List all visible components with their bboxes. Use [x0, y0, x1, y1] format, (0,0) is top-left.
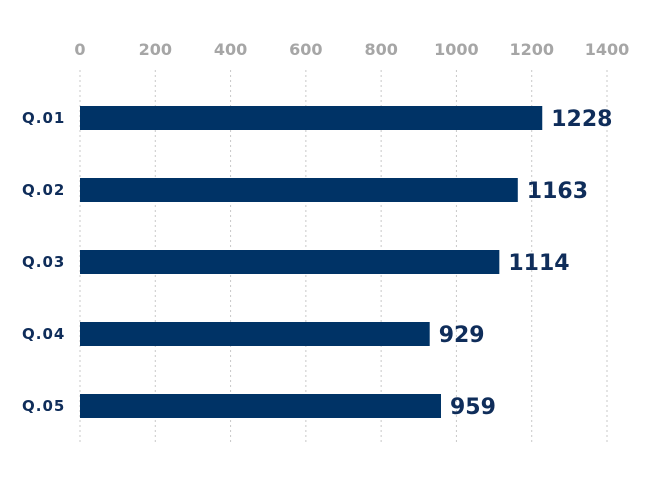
data-label: 1228: [551, 107, 612, 132]
bar: [80, 250, 500, 274]
data-label: 929: [439, 323, 485, 348]
category-label: Q.03: [22, 253, 65, 271]
x-tick-label: 800: [364, 40, 397, 59]
x-tick-label: 1400: [585, 40, 630, 59]
x-tick-label: 400: [214, 40, 247, 59]
bar: [80, 106, 543, 130]
category-label: Q.04: [22, 325, 65, 343]
data-labels: 1228 1163 1114 929 959: [439, 107, 613, 420]
category-labels: Q.01 Q.02 Q.03 Q.04 Q.05: [22, 109, 65, 415]
x-axis-ticks: 0 200 400 600 800 1000 1200 1400: [74, 40, 629, 59]
x-tick-label: 0: [74, 40, 85, 59]
category-label: Q.02: [22, 181, 65, 199]
data-label: 1163: [527, 179, 588, 204]
x-tick-label: 1000: [434, 40, 479, 59]
x-tick-label: 1200: [509, 40, 554, 59]
data-label: 1114: [508, 251, 569, 276]
data-label: 959: [450, 395, 496, 420]
bar: [80, 322, 430, 346]
x-tick-label: 600: [289, 40, 322, 59]
category-label: Q.05: [22, 397, 65, 415]
category-label: Q.01: [22, 109, 65, 127]
x-tick-label: 200: [139, 40, 172, 59]
bar: [80, 394, 441, 418]
bar: [80, 178, 518, 202]
bars: [80, 106, 543, 418]
